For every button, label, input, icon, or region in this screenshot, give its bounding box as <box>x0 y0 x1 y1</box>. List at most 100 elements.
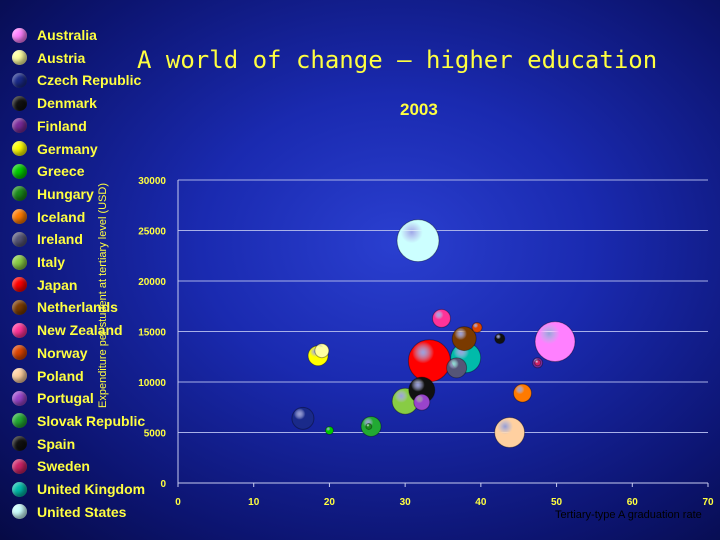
point-greece <box>324 425 334 435</box>
legend-item: Spain <box>8 433 75 455</box>
point-netherlands <box>451 326 477 352</box>
legend-item: Czech Republic <box>8 69 141 91</box>
legend-item: Portugal <box>8 387 94 409</box>
legend-label: Greece <box>37 163 85 180</box>
legend-label: Ireland <box>37 231 83 248</box>
legend-label: Germany <box>37 140 98 157</box>
legend-marker <box>12 504 27 520</box>
x-tick-label: 60 <box>627 497 639 508</box>
legend-item: New Zealand <box>8 319 123 341</box>
legend-item: Germany <box>8 138 98 160</box>
y-tick-label: 15000 <box>138 328 166 339</box>
point-sweden <box>534 359 542 367</box>
point-austria <box>314 343 330 359</box>
legend-marker <box>12 72 27 88</box>
legend-item: Greece <box>8 160 84 182</box>
legend-marker <box>12 186 27 202</box>
legend-label: Sweden <box>37 458 90 475</box>
legend-marker <box>12 254 27 270</box>
legend-marker <box>12 345 27 361</box>
legend-label: Poland <box>37 367 84 384</box>
x-tick-label: 20 <box>324 497 336 508</box>
legend-item: Sweden <box>8 455 90 477</box>
point-poland <box>494 417 526 448</box>
point-denmark <box>494 333 506 345</box>
legend-item: Denmark <box>8 92 97 114</box>
legend-marker <box>12 118 27 134</box>
legend-marker <box>12 413 27 429</box>
legend-marker <box>12 95 27 111</box>
legend-marker <box>12 299 27 315</box>
point-iceland <box>513 383 532 403</box>
chart-subtitle: 2003 <box>400 100 438 119</box>
legend-label: Iceland <box>37 208 86 225</box>
legend-marker <box>12 390 27 406</box>
x-axis-label: Tertiary-type A graduation rate <box>555 509 702 521</box>
y-tick-label: 0 <box>160 479 166 490</box>
point-czech-republic <box>291 406 315 430</box>
point-norway <box>471 321 483 333</box>
x-tick-label: 70 <box>702 497 714 508</box>
legend-label: Netherlands <box>37 299 118 316</box>
legend-label: Finland <box>37 117 87 134</box>
point-japan <box>407 339 451 383</box>
legend-marker <box>12 481 27 497</box>
legend-item: Finland <box>8 115 87 137</box>
legend-item: Ireland <box>8 228 83 250</box>
point-ireland <box>446 357 468 379</box>
x-tick-label: 50 <box>551 497 563 508</box>
legend-item: Norway <box>8 342 88 364</box>
legend-item: Italy <box>8 251 65 273</box>
x-tick-label: 30 <box>400 497 412 508</box>
point-new-zealand <box>431 308 451 328</box>
y-tick-label: 30000 <box>138 176 166 187</box>
legend-marker <box>12 368 27 383</box>
legend-label: Australia <box>37 27 97 43</box>
legend-marker <box>12 322 27 338</box>
legend-item: Australia <box>8 24 97 46</box>
legend-marker <box>12 436 27 452</box>
legend-item: Japan <box>8 274 77 296</box>
point-united-states <box>396 219 440 263</box>
legend-marker <box>12 163 27 179</box>
y-tick-label: 25000 <box>138 227 166 238</box>
legend-label: Slovak Republic <box>37 412 146 429</box>
y-tick-label: 10000 <box>138 378 166 389</box>
legend-label: Spain <box>37 435 76 452</box>
x-tick-label: 0 <box>175 497 181 508</box>
legend-marker <box>12 231 27 247</box>
legend-marker <box>12 209 27 225</box>
legend-marker <box>12 141 27 156</box>
legend-marker <box>12 458 27 474</box>
legend-item: Austria <box>8 47 85 69</box>
legend-item: Iceland <box>8 206 85 228</box>
legend-label: Denmark <box>37 95 97 112</box>
legend-item: United States <box>8 501 126 523</box>
point-hungary <box>365 422 373 430</box>
legend-marker <box>12 27 27 43</box>
y-tick-label: 20000 <box>138 277 166 288</box>
legend-label: Norway <box>37 344 88 361</box>
point-portugal <box>413 393 431 411</box>
legend-label: Japan <box>37 276 78 293</box>
legend-label: Czech Republic <box>37 72 142 89</box>
legend-item: Hungary <box>8 183 94 205</box>
legend-marker <box>12 50 27 66</box>
y-tick-label: 5000 <box>144 429 167 440</box>
legend-label: United Kingdom <box>37 481 146 497</box>
legend-label: Hungary <box>37 185 94 202</box>
legend-item: Slovak Republic <box>8 410 145 432</box>
legend-item: United Kingdom <box>8 478 145 500</box>
legend-item: Poland <box>8 365 84 387</box>
legend-label: Portugal <box>37 390 94 407</box>
legend-label: Austria <box>37 49 86 66</box>
legend-label: United States <box>37 503 127 520</box>
point-australia <box>534 321 576 363</box>
legend-marker <box>12 277 27 293</box>
chart-title: A world of change – higher education <box>137 46 658 74</box>
legend-item: Netherlands <box>8 296 118 318</box>
legend-label: New Zealand <box>37 322 123 339</box>
legend-label: Italy <box>37 254 66 270</box>
x-tick-label: 40 <box>475 497 487 508</box>
